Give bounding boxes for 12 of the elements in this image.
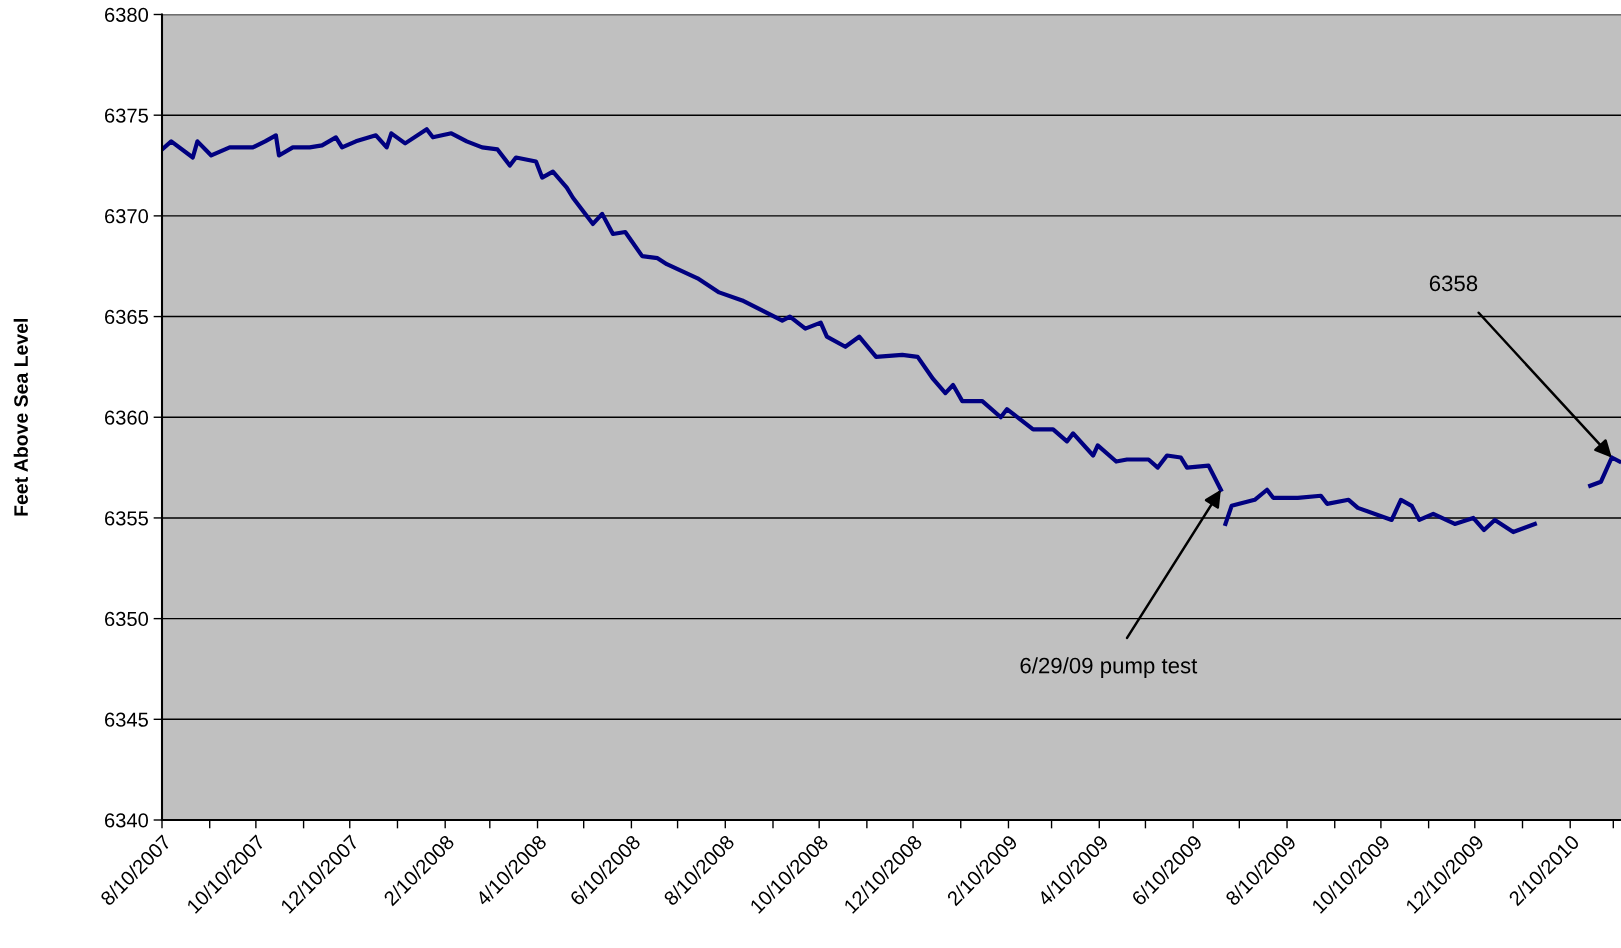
y-tick-label: 6355 xyxy=(105,511,148,526)
y-tick-label: 6350 xyxy=(105,611,149,627)
y-tick-label: 6370 xyxy=(105,209,149,224)
y-tick-label: 6360 xyxy=(105,410,149,425)
y-tick-label: 6365 xyxy=(105,309,148,325)
y-tick-label: 6345 xyxy=(105,712,148,727)
y-tick-label: 6375 xyxy=(105,108,148,123)
y-axis-title: Feet Above Sea Level xyxy=(13,319,28,516)
annotation: 6/29/09 pump test xyxy=(1020,657,1198,678)
annotation: 6358 xyxy=(1429,275,1478,292)
y-tick-label: 6340 xyxy=(105,813,149,828)
y-tick-label: 6380 xyxy=(105,7,149,22)
